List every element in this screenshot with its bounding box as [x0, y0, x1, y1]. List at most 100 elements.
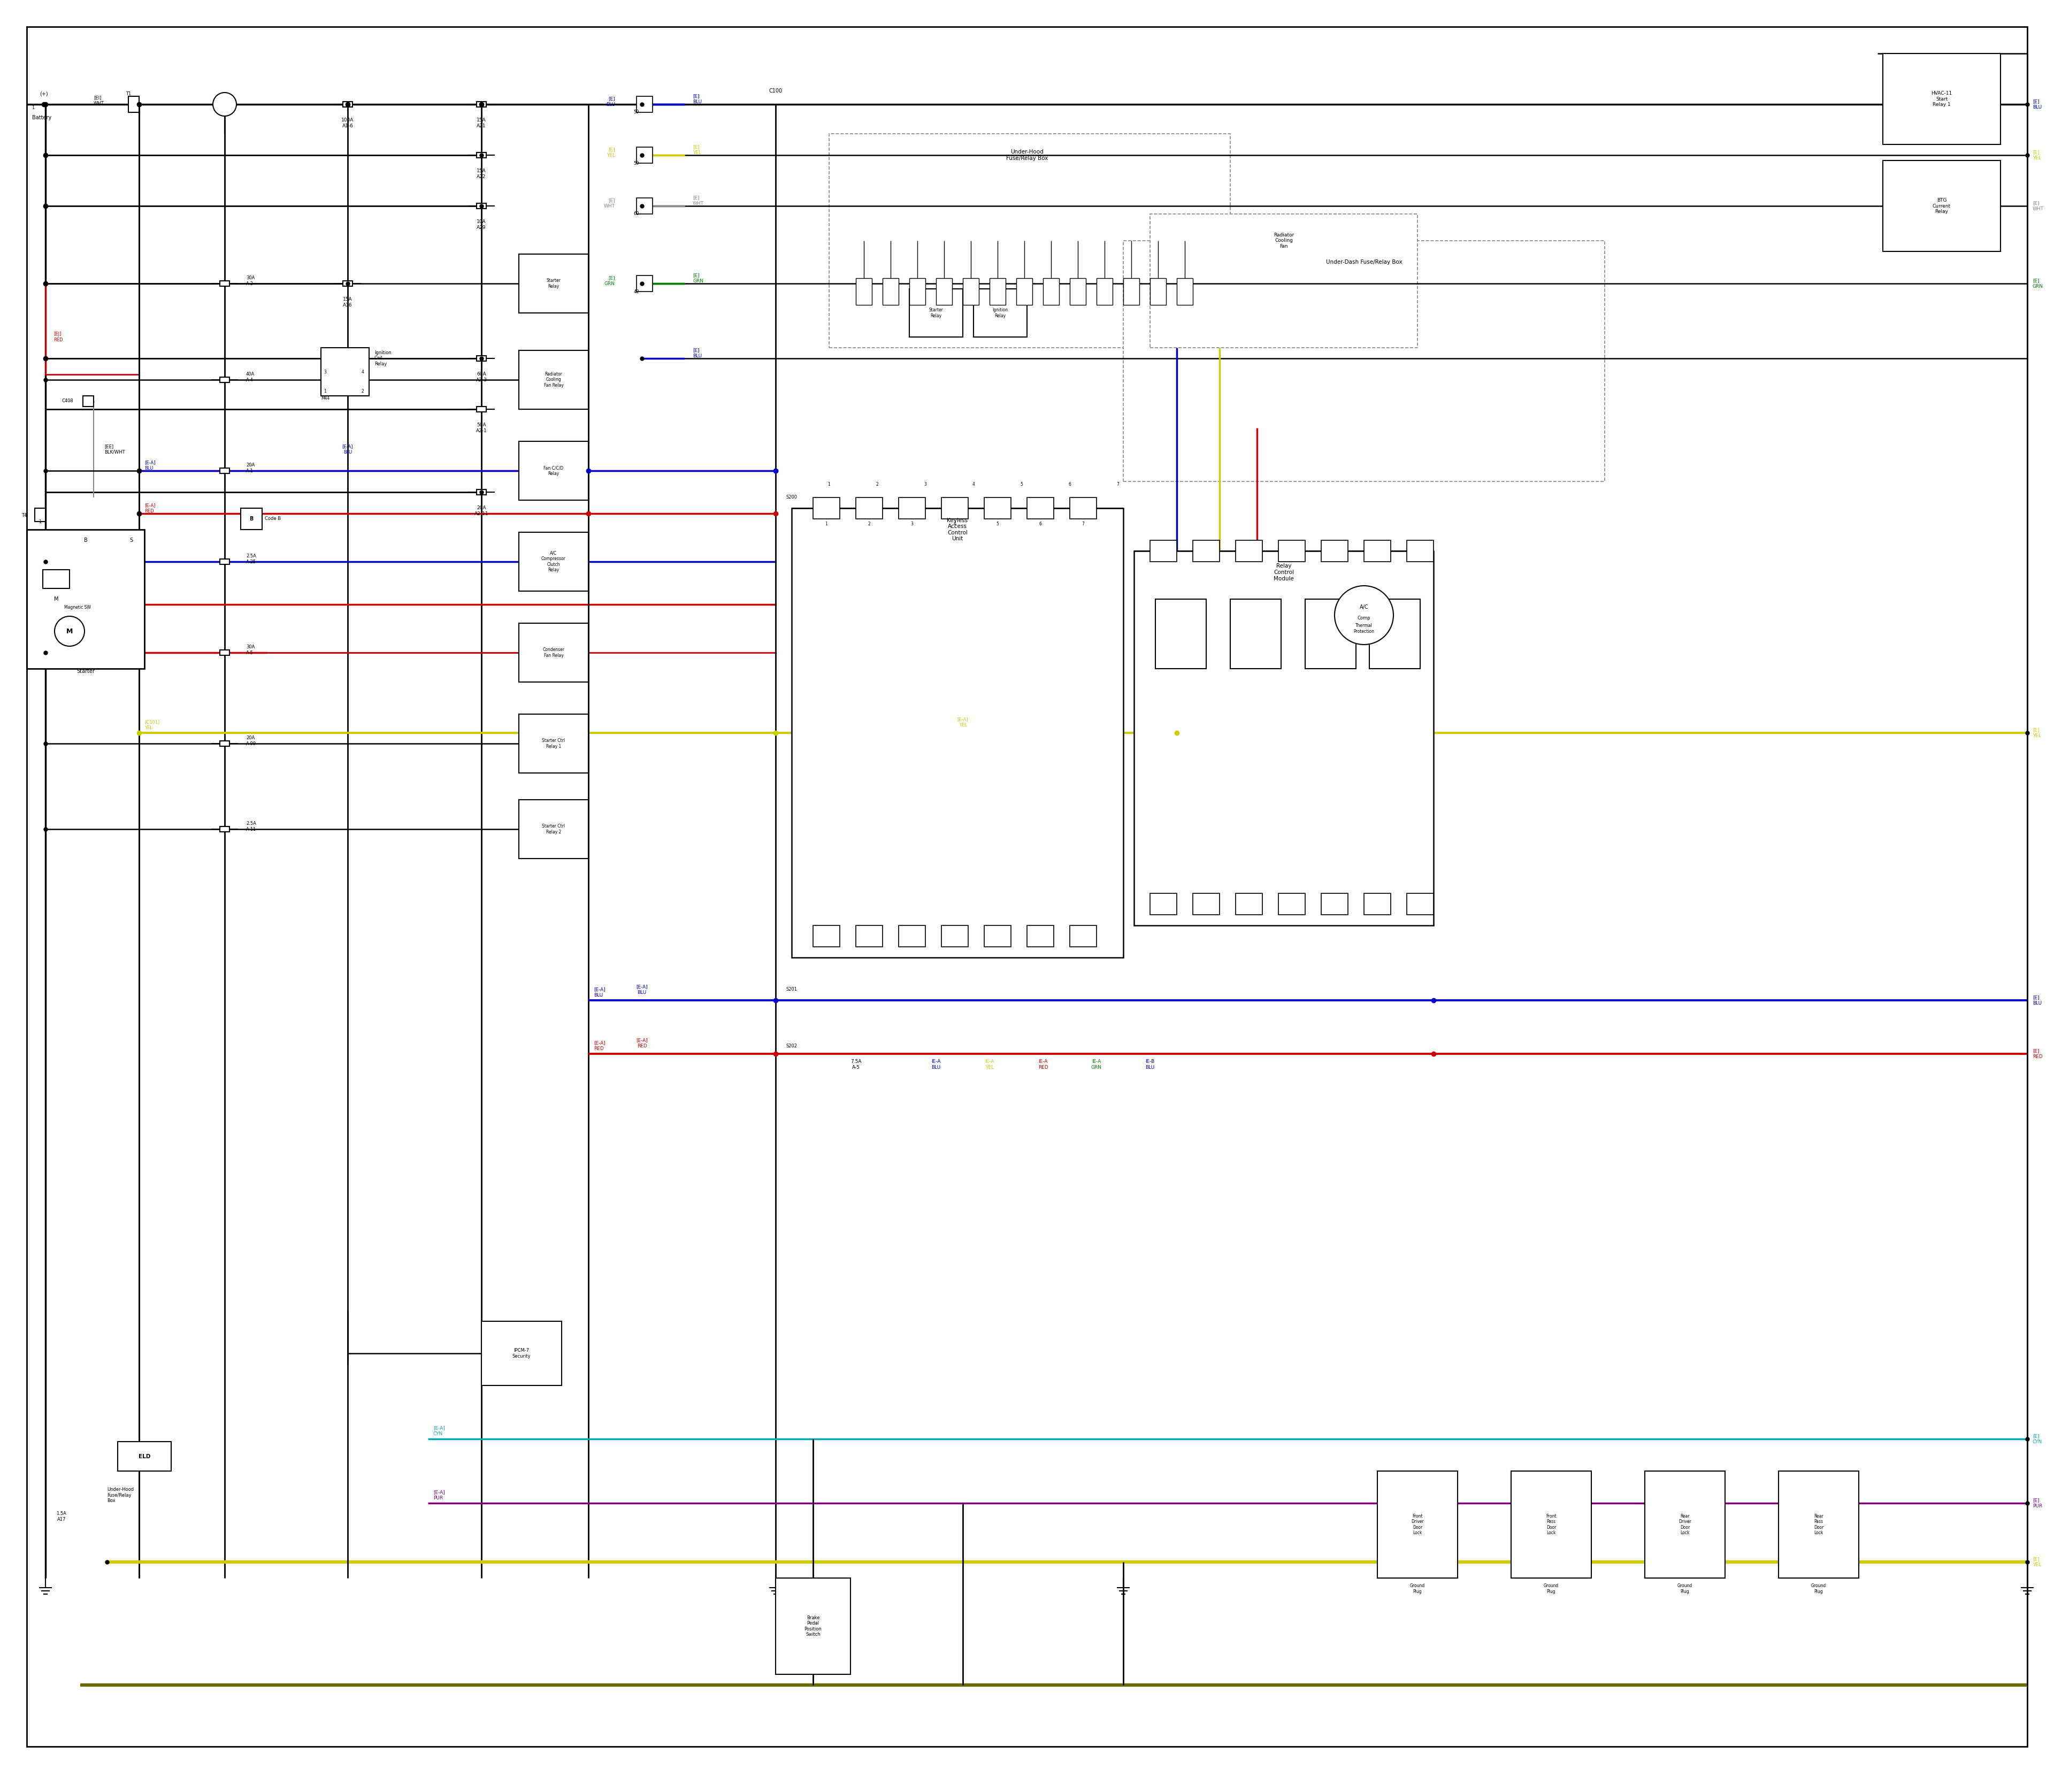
Bar — [520, 532, 587, 591]
Text: 42: 42 — [635, 289, 639, 294]
Bar — [1321, 539, 1347, 561]
Text: Ignition
Relay: Ignition Relay — [992, 308, 1009, 319]
Text: 6: 6 — [1068, 482, 1070, 486]
Text: 4: 4 — [953, 521, 955, 527]
Text: Ground
Plug: Ground Plug — [1545, 1584, 1559, 1593]
Text: Ground
Plug: Ground Plug — [1812, 1584, 1826, 1593]
Bar — [127, 97, 140, 113]
Text: Front
Driver
Door
Lock: Front Driver Door Lock — [1411, 1514, 1423, 1536]
Text: 1: 1 — [826, 521, 828, 527]
Text: [E-A]
BLU: [E-A] BLU — [594, 987, 606, 998]
Text: Starter Ctrl
Relay 2: Starter Ctrl Relay 2 — [542, 824, 565, 835]
Text: [E]
WHT: [E] WHT — [604, 199, 614, 208]
Bar — [1407, 539, 1434, 561]
Text: Condenser
Fan Relay: Condenser Fan Relay — [542, 647, 565, 658]
Bar — [990, 278, 1006, 305]
Text: 4: 4 — [972, 482, 976, 486]
Text: IE-B
BLU: IE-B BLU — [1146, 1059, 1154, 1070]
Bar — [1027, 925, 1054, 946]
Text: Brake
Pedal
Position
Switch: Brake Pedal Position Switch — [805, 1615, 822, 1636]
Bar — [900, 925, 926, 946]
Text: Fan C/C/D
Relay: Fan C/C/D Relay — [544, 466, 563, 477]
Text: Battery: Battery — [33, 115, 51, 120]
Bar — [1070, 278, 1087, 305]
Text: 20A
A-99: 20A A-99 — [246, 737, 257, 745]
Text: [EI]
WHT: [EI] WHT — [94, 95, 105, 106]
Bar — [1027, 498, 1054, 520]
Text: 20A
A2-11: 20A A2-11 — [474, 505, 489, 516]
Bar — [1193, 539, 1220, 561]
Bar — [1304, 599, 1356, 668]
Text: 40A
A-4: 40A A-4 — [246, 373, 255, 382]
Bar — [477, 357, 487, 360]
Text: T1: T1 — [125, 91, 131, 97]
Bar — [974, 289, 1027, 337]
Bar — [520, 624, 587, 683]
Bar — [984, 925, 1011, 946]
Text: 1: 1 — [31, 106, 35, 111]
Text: 59: 59 — [635, 109, 639, 115]
Bar — [220, 559, 230, 564]
Text: 2: 2 — [362, 389, 364, 394]
Bar — [1150, 213, 1417, 348]
Bar — [477, 489, 487, 495]
Bar — [637, 197, 653, 213]
Text: 20A
A-1: 20A A-1 — [246, 462, 255, 473]
Bar — [1154, 599, 1206, 668]
Text: 2.5A
A-11: 2.5A A-11 — [246, 821, 257, 831]
Text: Under-Hood
Fuse/Relay
Box: Under-Hood Fuse/Relay Box — [107, 1487, 134, 1503]
Bar — [1150, 894, 1177, 914]
Text: [E]
WHT: [E] WHT — [2033, 201, 2044, 211]
Text: Relay
Control
Module: Relay Control Module — [1273, 563, 1294, 581]
Bar — [1407, 894, 1434, 914]
Text: [E-A]
BLU: [E-A] BLU — [637, 984, 647, 995]
Bar — [1017, 278, 1033, 305]
Text: S200: S200 — [787, 495, 797, 500]
Bar — [220, 281, 230, 287]
Text: A/C
Compressor
Clutch
Relay: A/C Compressor Clutch Relay — [542, 550, 565, 572]
Text: 15A
A21: 15A A21 — [477, 118, 487, 129]
Bar — [1237, 539, 1263, 561]
Text: 6: 6 — [1039, 521, 1041, 527]
Bar — [941, 925, 967, 946]
Text: 60: 60 — [635, 211, 639, 217]
Text: Code B: Code B — [265, 516, 281, 521]
Text: 3: 3 — [910, 521, 914, 527]
Text: [E]
GRN: [E] GRN — [604, 276, 614, 287]
Text: IE-A
GRN: IE-A GRN — [1091, 1059, 1101, 1070]
Bar — [1278, 539, 1304, 561]
Bar — [1070, 498, 1097, 520]
Bar — [1378, 1471, 1458, 1579]
Text: S: S — [129, 538, 134, 543]
Text: Under-Dash Fuse/Relay Box: Under-Dash Fuse/Relay Box — [1325, 260, 1403, 265]
Bar — [883, 278, 900, 305]
Text: [E]
YEL: [E] YEL — [2033, 151, 2042, 159]
Text: Thermal
Protection: Thermal Protection — [1354, 624, 1374, 634]
Text: S202: S202 — [787, 1043, 797, 1048]
Bar — [1512, 1471, 1592, 1579]
Bar — [910, 289, 963, 337]
Text: [E-A]
RED: [E-A] RED — [637, 1038, 647, 1048]
Text: B: B — [249, 516, 253, 521]
Bar — [900, 498, 926, 520]
Text: 30A
A-5: 30A A-5 — [246, 645, 255, 656]
Text: IE-A
YEL: IE-A YEL — [986, 1059, 994, 1070]
Text: [E-A]
BLU: [E-A] BLU — [144, 461, 156, 471]
Bar — [520, 799, 587, 858]
Bar — [1364, 539, 1391, 561]
Text: 60A
A2-3: 60A A2-3 — [477, 373, 487, 382]
Text: B: B — [84, 538, 88, 543]
Text: T4: T4 — [21, 513, 27, 518]
Bar — [520, 351, 587, 409]
Bar — [117, 1441, 170, 1471]
Text: Ground
Plug: Ground Plug — [1678, 1584, 1692, 1593]
Bar — [857, 278, 871, 305]
Bar — [343, 281, 353, 287]
Text: 15A
A16: 15A A16 — [343, 297, 353, 308]
Bar — [1070, 925, 1097, 946]
Text: Starter
Relay: Starter Relay — [546, 278, 561, 289]
Bar — [477, 152, 487, 158]
Text: [E]
WHT: [E] WHT — [692, 195, 705, 206]
Text: Comp: Comp — [1358, 615, 1370, 620]
Text: 1: 1 — [92, 400, 94, 403]
